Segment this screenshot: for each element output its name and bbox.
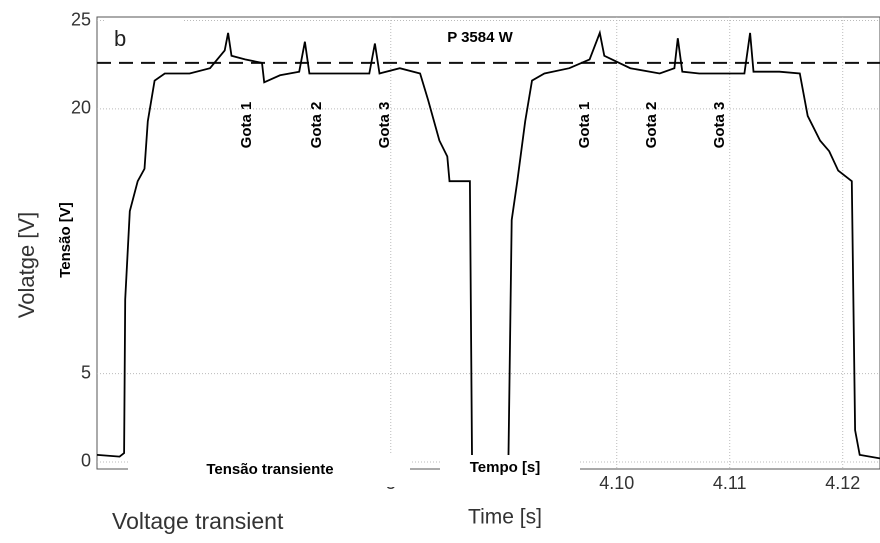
y-label-overlay: Tensão [V]: [57, 202, 74, 278]
y-tick-label: 20: [71, 98, 91, 118]
drop-label: Gota 2: [643, 102, 660, 149]
annotation: P 3584 W: [447, 29, 513, 46]
drop-label: Gota 2: [308, 102, 325, 149]
label-box: [440, 455, 580, 485]
caption-overlay: Tensão transiente: [206, 461, 333, 478]
label-box: [405, 22, 555, 54]
x-label-overlay: Tempo [s]: [470, 459, 541, 476]
x-tick-label: 4.10: [599, 473, 634, 493]
y-label: Volatge [V]: [14, 212, 39, 318]
voltage-line: [96, 29, 880, 470]
x-tick-label: 4.11: [713, 473, 747, 493]
drop-label: Gota 3: [711, 102, 728, 149]
panel-label: b: [114, 26, 126, 51]
y-tick-label: 0: [81, 451, 91, 471]
x-tick-label: 4.12: [825, 473, 860, 493]
drop-label: Gota 3: [376, 102, 393, 149]
drop-label: Gota 1: [238, 102, 255, 149]
label-box: [105, 19, 183, 55]
caption: Voltage transient: [112, 508, 284, 534]
plot-frame: [96, 16, 880, 470]
drop-label: Gota 1: [576, 102, 593, 149]
label-box: [128, 455, 410, 487]
y-tick-label: 5: [81, 362, 91, 382]
y-tick-label: 25: [71, 9, 91, 29]
x-label: Time [s]: [468, 506, 542, 529]
